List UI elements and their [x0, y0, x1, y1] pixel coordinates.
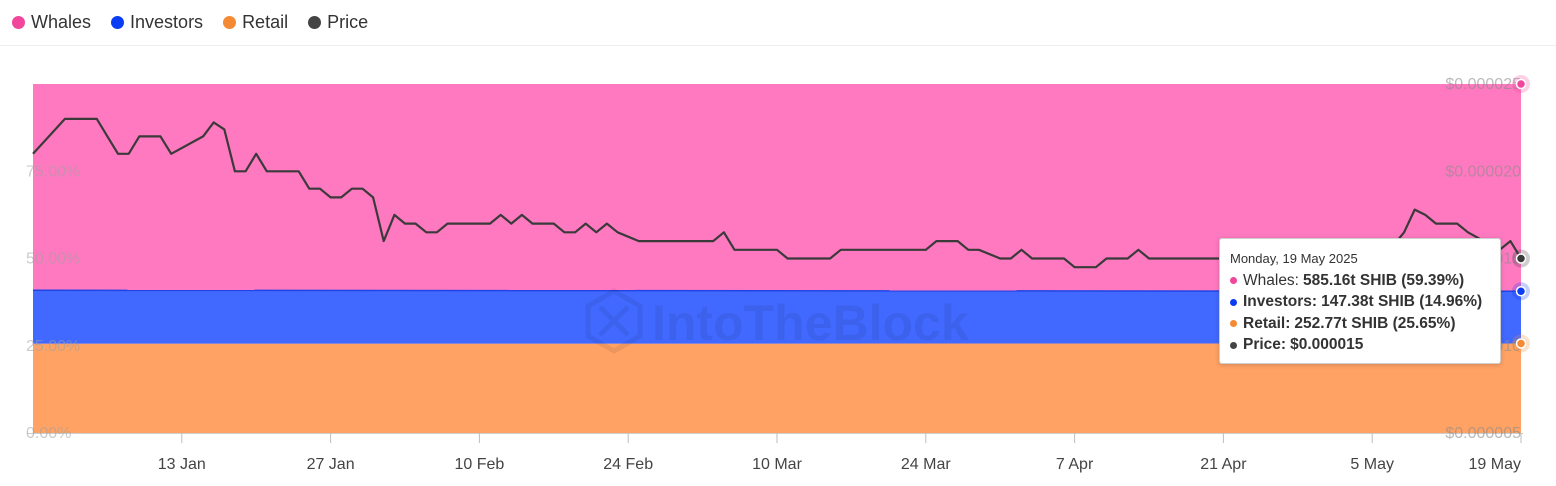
- tooltip-row-price: Price: $0.000015: [1230, 335, 1490, 357]
- whales-area: [33, 84, 1521, 292]
- tooltip-label: Price:: [1243, 336, 1287, 354]
- retail-dot-icon: [1230, 320, 1237, 328]
- x-axis-tick-label: 13 Jan: [158, 456, 206, 473]
- x-axis-tick-label: 7 Apr: [1056, 456, 1094, 473]
- investors-area: [33, 290, 1521, 344]
- legend-label: Whales: [31, 11, 92, 32]
- retail-dot-icon: [223, 15, 237, 29]
- legend-label: Price: [327, 11, 369, 32]
- legend-divider: [0, 45, 1556, 46]
- tooltip-label: Whales:: [1243, 271, 1299, 289]
- price-dot-icon: [308, 15, 322, 29]
- tooltip-value: 147.38t SHIB (14.96%): [1321, 293, 1483, 311]
- legend-item-retail[interactable]: Retail: [223, 12, 288, 33]
- retail-end-marker: [1515, 338, 1527, 349]
- x-axis-tick-label: 19 May: [1469, 456, 1521, 473]
- legend-label: Investors: [130, 11, 204, 32]
- tooltip-value: 252.77t SHIB (25.65%): [1294, 314, 1456, 332]
- tooltip-value: $0.000015: [1290, 336, 1364, 354]
- legend-label: Retail: [242, 11, 289, 32]
- right-axis-tick-label: $0.000020: [1445, 163, 1521, 180]
- tooltip-label: Retail:: [1243, 314, 1291, 332]
- price-dot-icon: [1230, 341, 1237, 349]
- left-axis-tick-label: 0.00%: [26, 425, 71, 442]
- watermark-text: IntoTheBlock: [652, 295, 969, 351]
- investors-end-marker: [1515, 286, 1527, 297]
- left-axis-tick-label: 75.00%: [26, 163, 80, 180]
- x-axis-tick-label: 5 May: [1350, 456, 1394, 473]
- tooltip-value: 585.16t SHIB (59.39%): [1303, 271, 1465, 289]
- x-axis-tick-label: 24 Mar: [901, 456, 951, 473]
- whales-dot-icon: [12, 15, 25, 29]
- x-axis-tick-label: 21 Apr: [1200, 456, 1247, 473]
- legend-item-whales[interactable]: Whales: [12, 12, 91, 33]
- right-axis-tick-label: $0.000005: [1445, 425, 1521, 442]
- retail-area: [33, 343, 1521, 433]
- left-axis-tick-label: 25.00%: [26, 338, 80, 355]
- x-axis-tick-label: 24 Feb: [603, 456, 653, 473]
- tooltip-date: Monday, 19 May 2025: [1230, 251, 1358, 266]
- watermark-logo: IntoTheBlock: [585, 288, 969, 354]
- x-axis-tick-label: 27 Jan: [307, 456, 355, 473]
- x-axis-tick-label: 10 Feb: [454, 456, 504, 473]
- whales-dot-icon: [1230, 277, 1237, 285]
- tooltip-row-whales: Whales: 585.16t SHIB (59.39%): [1230, 270, 1490, 292]
- legend-item-investors[interactable]: Investors: [111, 12, 203, 33]
- tooltip-row-retail: Retail: 252.77t SHIB (25.65%): [1230, 313, 1490, 335]
- chart-legend: Whales Investors Retail Price: [12, 10, 368, 34]
- right-axis-tick-label: $0.000025: [1445, 76, 1521, 93]
- price-end-marker: [1515, 253, 1527, 264]
- tooltip-row-investors: Investors: 147.38t SHIB (14.96%): [1230, 292, 1490, 314]
- hover-tooltip: Monday, 19 May 2025 Whales: 585.16t SHIB…: [1219, 238, 1501, 364]
- investors-dot-icon: [1230, 298, 1237, 306]
- whales-end-marker: [1515, 78, 1527, 90]
- x-axis-tick-label: 10 Mar: [752, 456, 802, 473]
- left-axis-tick-label: 50.00%: [26, 251, 80, 268]
- tooltip-label: Investors:: [1243, 293, 1318, 311]
- investors-dot-icon: [111, 15, 125, 29]
- legend-item-price[interactable]: Price: [308, 12, 368, 33]
